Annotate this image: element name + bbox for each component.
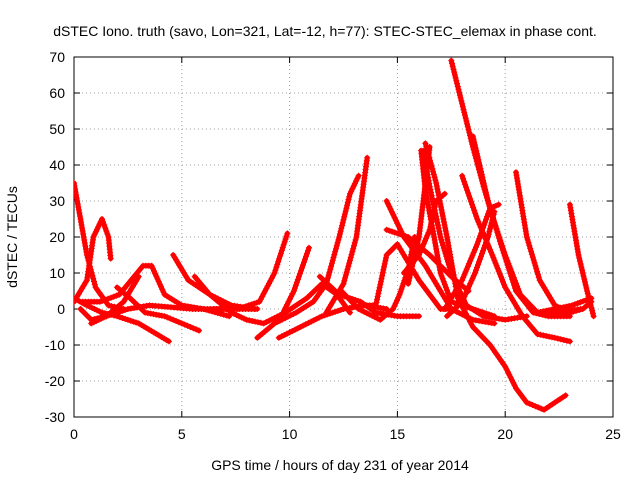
data-series xyxy=(88,273,142,327)
data-series xyxy=(459,172,573,345)
series-line xyxy=(422,140,569,413)
series-markers xyxy=(357,241,455,312)
grid xyxy=(74,57,613,417)
series-markers xyxy=(459,172,573,345)
series-markers xyxy=(422,140,569,413)
x-tick-label: 0 xyxy=(70,426,78,442)
x-tick-label: 20 xyxy=(497,426,513,442)
series-markers xyxy=(323,154,371,316)
series-markers xyxy=(170,252,259,312)
data-series xyxy=(74,216,114,305)
x-tick-label: 10 xyxy=(282,426,298,442)
y-tick-label: -20 xyxy=(45,373,65,389)
series-markers xyxy=(211,230,291,312)
data-series xyxy=(566,201,597,320)
y-axis-title: dSTEC / TECUs xyxy=(4,186,20,288)
y-tick-label: 40 xyxy=(49,157,65,173)
data-series xyxy=(170,252,259,312)
data-series xyxy=(444,208,498,320)
chart-title: dSTEC Iono. truth (savo, Lon=321, Lat=-1… xyxy=(53,23,597,39)
series-markers xyxy=(534,295,595,316)
y-tick-label: -10 xyxy=(45,337,65,353)
series-markers xyxy=(114,284,202,334)
x-tick-label: 25 xyxy=(605,426,621,442)
data-series xyxy=(422,140,569,413)
data-series xyxy=(357,241,455,312)
y-tick-label: -30 xyxy=(45,409,65,425)
series-markers xyxy=(74,216,114,305)
data-series xyxy=(211,230,291,312)
series-line xyxy=(470,133,573,319)
data-series xyxy=(323,154,371,316)
y-tick-label: 50 xyxy=(49,121,65,137)
data-series xyxy=(280,244,312,316)
series-markers xyxy=(513,169,595,316)
data-series xyxy=(469,133,573,320)
series-markers xyxy=(444,208,498,320)
data-series xyxy=(534,295,595,316)
axes: 0 5 10 15 20 25 -30 -20 -10 0 10 20 30 40 50 60 70 xyxy=(45,49,621,442)
x-axis-title: GPS time / hours of day 231 of year 2014 xyxy=(211,457,469,473)
series-markers xyxy=(469,133,573,320)
series-line xyxy=(211,230,290,312)
data-series xyxy=(513,169,595,316)
y-tick-label: 10 xyxy=(49,265,65,281)
series-markers xyxy=(566,201,597,320)
y-tick-label: 20 xyxy=(49,229,65,245)
data-series xyxy=(114,284,202,334)
x-tick-label: 5 xyxy=(178,426,186,442)
x-tick-label: 15 xyxy=(390,426,406,442)
y-tick-label: 0 xyxy=(57,301,65,317)
y-tick-label: 60 xyxy=(49,85,65,101)
series-markers xyxy=(280,244,312,316)
data-marks xyxy=(74,57,597,413)
y-tick-label: 30 xyxy=(49,193,65,209)
data-series xyxy=(383,198,498,327)
y-tick-label: 70 xyxy=(49,49,65,65)
